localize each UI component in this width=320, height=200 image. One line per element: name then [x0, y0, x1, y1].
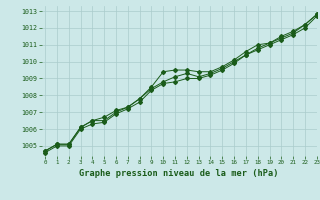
X-axis label: Graphe pression niveau de la mer (hPa): Graphe pression niveau de la mer (hPa) [79, 169, 279, 178]
